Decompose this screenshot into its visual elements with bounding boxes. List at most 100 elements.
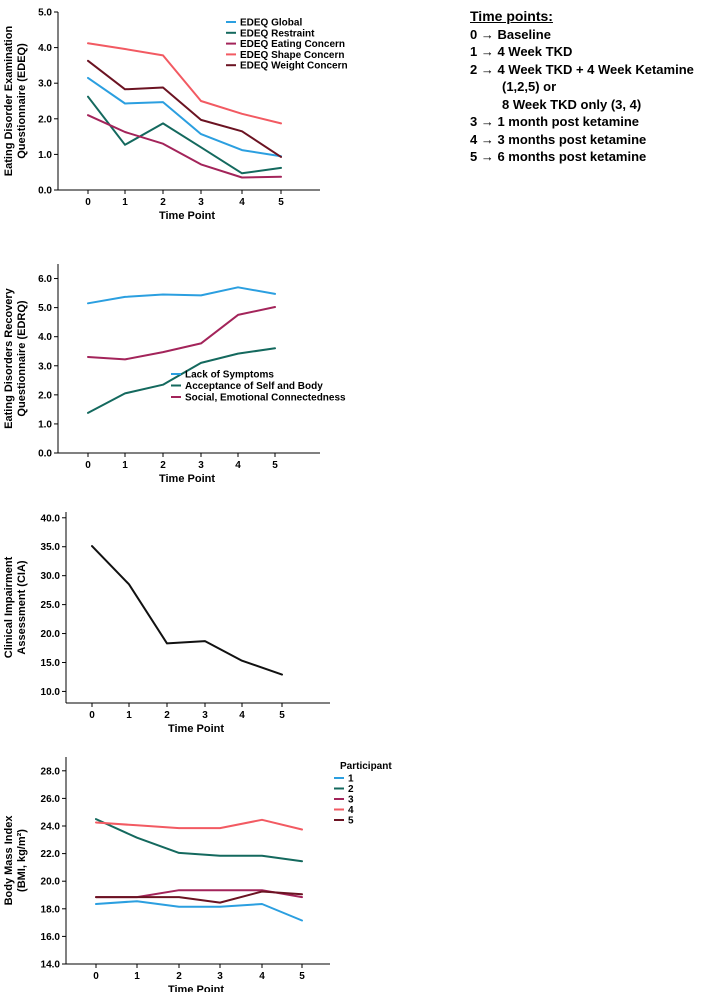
y-tick-label: 2.0 (38, 390, 52, 401)
edrq-chart: 0.0 1.0 2.0 3.0 4.0 5.0 6.0 0 1 2 3 4 5 Time Point Eat… (3, 264, 346, 485)
x-tick-label: 3 (198, 197, 204, 208)
y-tick-label: 14.0 (41, 960, 61, 971)
y-tick-label: 10.0 (41, 687, 61, 698)
edeq-chart: 0.0 1.0 2.0 3.0 4.0 5.0 0 1 2 3 4 5 Time Point Eating… (3, 8, 348, 223)
time-point-line: 3 → 1 month post ketamine (470, 114, 640, 129)
time-points-legend: Time points: 0 → Baseline 1 → 4 Week TKD… (470, 8, 694, 166)
y-tick-label: 0.0 (38, 186, 52, 197)
y-tick-label: 6.0 (38, 274, 52, 285)
y-axis-label: Questionnaire (EDEQ) (16, 43, 28, 159)
y-tick-label: 20.0 (41, 877, 61, 888)
series-line (87, 114, 282, 179)
legend-label: EDEQ Weight Concern (240, 61, 348, 72)
legend-label: 3 (348, 795, 354, 806)
y-tick-label: 30.0 (41, 571, 61, 582)
x-tick-label: 1 (134, 971, 140, 982)
x-tick-label: 0 (85, 197, 91, 208)
x-tick-label: 3 (202, 710, 208, 721)
x-tick-label: 3 (198, 460, 204, 471)
legend-label: EDEQ Eating Concern (240, 39, 345, 50)
y-tick-label: 28.0 (41, 766, 61, 777)
y-tick-label: 25.0 (41, 600, 61, 611)
legend-label: Acceptance of Self and Body (185, 381, 323, 392)
x-tick-label: 5 (272, 460, 278, 471)
x-tick-label: 1 (122, 197, 128, 208)
x-tick-label: 5 (299, 971, 305, 982)
legend-label: 2 (348, 784, 354, 795)
legend-label: EDEQ Restraint (240, 28, 315, 39)
y-tick-label: 4.0 (38, 43, 52, 54)
y-tick-label: 15.0 (41, 658, 61, 669)
x-tick-label: 5 (279, 710, 285, 721)
x-axis-label: Time Point (168, 723, 224, 735)
series-line (87, 59, 282, 158)
legend-label: Lack of Symptoms (185, 370, 274, 381)
time-point-line: 2 → 4 Week TKD + 4 Week Ketamine (470, 61, 694, 77)
y-tick-label: 16.0 (41, 932, 61, 943)
x-tick-label: 2 (176, 971, 182, 982)
series-line (91, 545, 283, 676)
bmi-chart: 14.016.018.020.022.024.026.028.00 1 2 3 4 5Ti… (3, 757, 392, 992)
x-tick-label: 2 (160, 197, 166, 208)
y-tick-label: 4.0 (38, 332, 52, 343)
x-tick-label: 1 (122, 460, 128, 471)
y-tick-label: 35.0 (41, 542, 61, 553)
x-tick-label: 4 (239, 710, 245, 721)
y-tick-label: 26.0 (41, 794, 61, 805)
y-tick-label: 5.0 (38, 303, 52, 314)
series-line (95, 900, 303, 922)
y-axis-label: Questionnaire (EDRQ) (16, 300, 28, 416)
y-tick-label: 2.0 (38, 114, 52, 125)
y-tick-label: 1.0 (38, 419, 52, 430)
y-tick-label: 3.0 (38, 79, 52, 90)
x-tick-label: 5 (278, 197, 284, 208)
y-axis-label: Eating Disorders Recovery (3, 287, 15, 428)
y-tick-label: 24.0 (41, 822, 61, 833)
cia-chart: 10.0 15.0 20.0 25.0 30.0 35.0 40.0 0 1 2 3 4 5 Time P… (3, 512, 330, 735)
y-tick-label: 18.0 (41, 904, 61, 915)
time-point-line: 5 → 6 months post ketamine (470, 149, 647, 164)
x-tick-label: 4 (259, 971, 265, 982)
series-line (87, 95, 282, 175)
x-tick-label: 4 (239, 197, 245, 208)
x-tick-label: 3 (217, 971, 223, 982)
legend-label: Social, Emotional Connectedness (185, 393, 346, 404)
time-point-line: (1,2,5) or (502, 79, 557, 94)
y-axis-label: Clinical Impairment (3, 556, 15, 658)
x-axis-label: Time Point (159, 210, 215, 222)
y-tick-label: 1.0 (38, 150, 52, 161)
y-axis-label: (BMI, kg/m²) (16, 829, 28, 892)
series-line (87, 306, 276, 361)
y-axis-label: Body Mass Index (3, 815, 15, 906)
time-point-line: 4 → 3 months post ketamine (470, 131, 647, 147)
time-point-line: 0 → Baseline (470, 26, 551, 42)
series-line (87, 347, 276, 414)
y-tick-label: 0.0 (38, 449, 52, 460)
x-tick-label: 0 (85, 460, 91, 471)
legend-label: 4 (348, 805, 354, 816)
y-tick-label: 5.0 (38, 8, 52, 19)
y-tick-label: 3.0 (38, 361, 52, 372)
time-point-line: 8 Week TKD only (3, 4) (502, 96, 642, 112)
x-tick-label: 2 (160, 460, 166, 471)
series-line (95, 818, 303, 863)
x-tick-label: 2 (164, 710, 170, 721)
y-axis-label: Eating Disorder Examination (3, 26, 15, 177)
legend-label: 1 (348, 774, 354, 785)
time-points-title: Time points: (470, 8, 553, 24)
legend-label: EDEQ Global (240, 18, 302, 29)
legend-label: 5 (348, 816, 354, 827)
legend-title: Participant (340, 761, 392, 772)
time-point-line: 1 → 4 Week TKD (470, 44, 573, 59)
x-tick-label: 1 (126, 710, 132, 721)
series-line (87, 42, 282, 125)
series-line (95, 818, 303, 831)
y-tick-label: 40.0 (41, 513, 61, 524)
y-axis-label: Assessment (CIA) (16, 560, 28, 654)
x-tick-label: 4 (235, 460, 241, 471)
series-line (87, 76, 282, 158)
series-line (95, 890, 303, 904)
legend-label: EDEQ Shape Concern (240, 50, 344, 61)
y-tick-label: 22.0 (41, 849, 61, 860)
